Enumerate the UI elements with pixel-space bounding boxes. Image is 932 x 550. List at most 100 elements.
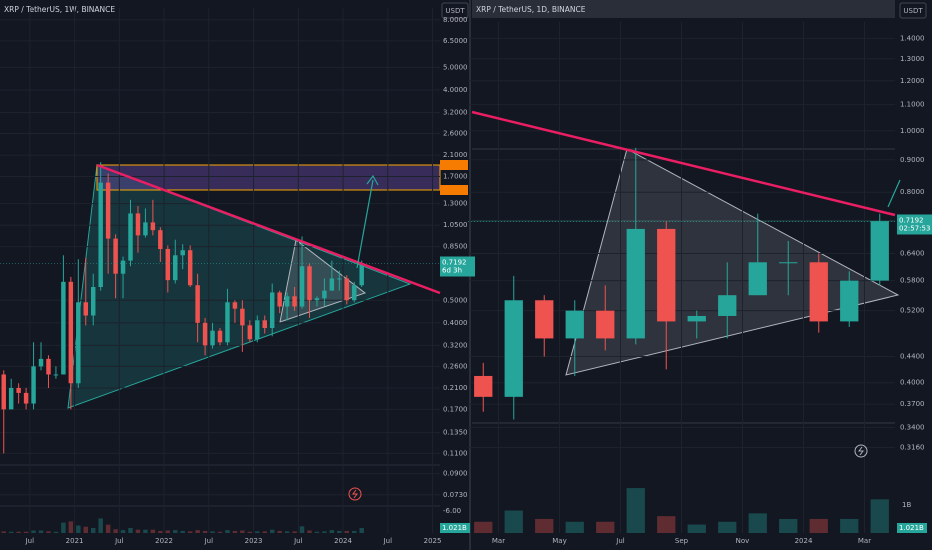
countdown: 6d 3h xyxy=(442,266,462,274)
candle-body xyxy=(240,308,245,326)
symbol-title: XRP / TetherUS, 1W, BINANCE xyxy=(4,5,115,14)
candle-body xyxy=(83,302,88,316)
x-tick-label: Sep xyxy=(675,537,689,545)
currency-button[interactable] xyxy=(441,2,469,19)
x-tick-label: May xyxy=(552,537,566,545)
candle-body xyxy=(180,250,185,256)
y-tick-label: 0.0900 xyxy=(443,470,468,478)
candle-body xyxy=(76,302,81,384)
x-tick-label: 2023 xyxy=(245,537,263,545)
x-tick-label: Nov xyxy=(736,537,750,545)
volume-bar xyxy=(359,528,364,533)
volume-bar xyxy=(870,499,889,533)
triangle xyxy=(565,148,900,376)
candle-body xyxy=(225,302,230,343)
candle-body xyxy=(307,266,312,301)
y-tick-label: 1.0500 xyxy=(443,221,468,229)
candle-body xyxy=(105,182,111,239)
volume-bar xyxy=(61,522,66,533)
y-tick-label: 0.3400 xyxy=(900,423,925,431)
volume-bar xyxy=(247,531,253,533)
event-icon-bolt xyxy=(858,446,864,456)
volume-bar xyxy=(840,518,859,533)
volume-bar xyxy=(307,530,312,533)
y-tick-label: 0.2100 xyxy=(443,384,468,392)
volume-bar xyxy=(322,531,327,533)
candle-body xyxy=(344,278,350,301)
currency-button[interactable] xyxy=(899,2,927,19)
candle-body xyxy=(61,281,66,375)
candle-body xyxy=(31,366,36,404)
candle-body xyxy=(322,290,327,299)
volume-badge-text: 1.021B xyxy=(899,524,924,532)
x-tick-label: 2025 xyxy=(424,537,442,545)
overlay-drawings xyxy=(96,110,901,501)
candle-body xyxy=(352,285,357,301)
x-tick-label: Jul xyxy=(293,537,303,545)
y-tick-label: 1.4000 xyxy=(900,34,925,42)
volume-bar xyxy=(779,518,798,533)
y-tick-label: 0.3160 xyxy=(900,444,925,452)
currency: USDT xyxy=(445,7,465,15)
volume-bar xyxy=(98,518,103,533)
candle-body xyxy=(596,310,615,339)
y-tick-label: 0.3200 xyxy=(443,341,468,349)
volume-bar xyxy=(143,529,148,533)
candle-body xyxy=(46,358,51,375)
y-tick-label: 0.5800 xyxy=(900,277,925,285)
volume-badge xyxy=(897,523,927,533)
last-price: 0.7192 xyxy=(899,216,924,224)
candle-body xyxy=(657,228,676,322)
arrow xyxy=(356,179,374,269)
volume-bar xyxy=(180,530,185,533)
candle-body xyxy=(329,278,335,291)
y-tick-label: 0.8000 xyxy=(900,188,925,196)
y-tick-label: 0.2600 xyxy=(443,362,468,370)
volume-bar xyxy=(314,531,320,533)
event-icon[interactable] xyxy=(348,487,362,501)
candle-body xyxy=(284,296,290,307)
candle-body xyxy=(158,230,163,250)
volume-bar xyxy=(240,530,245,533)
volume-bar xyxy=(474,521,493,533)
volume-bar xyxy=(284,531,290,533)
volume-bar xyxy=(217,531,223,533)
volume-bar xyxy=(718,521,737,533)
volume-bar xyxy=(105,524,111,533)
last-price: 0.7192 xyxy=(442,258,467,266)
volume-bar xyxy=(352,530,357,533)
zone-tag xyxy=(440,160,468,170)
volume-badge-text: 1.021B xyxy=(442,524,467,532)
candle-body xyxy=(870,221,889,281)
candle-body xyxy=(128,213,133,261)
volume-bar xyxy=(128,528,133,533)
candle-body xyxy=(53,374,59,376)
y-tick-label: 0.1700 xyxy=(443,405,468,413)
volume-bar xyxy=(329,530,335,533)
candle-body xyxy=(474,375,493,397)
candle-body xyxy=(269,292,275,329)
x-tick-label: Jul xyxy=(615,537,625,545)
trend-line xyxy=(96,163,441,295)
candle-body xyxy=(337,278,342,280)
x-tick-label: Jul xyxy=(204,537,214,545)
tags: 8.0000 6.5000 5.0000 4.0000 3.2000 2.6000 2.10… xyxy=(25,16,932,545)
candle-body xyxy=(565,310,584,339)
volume-bar xyxy=(90,528,96,533)
candle-body xyxy=(217,330,223,343)
candle-body xyxy=(748,262,767,296)
candle-body xyxy=(210,330,215,346)
y-tick-label: 0.5000 xyxy=(443,296,468,304)
candle-body xyxy=(38,358,44,367)
y-tick-label: 0.4000 xyxy=(900,379,925,387)
y-tick-label: 0.4400 xyxy=(900,353,925,361)
candle-body xyxy=(195,285,200,323)
last-price-tag xyxy=(897,214,932,235)
volume-bar xyxy=(31,530,36,533)
volume-bar xyxy=(76,525,81,533)
x-tick-label: Mar xyxy=(492,537,505,545)
volume-bar xyxy=(269,529,275,533)
volume-bar xyxy=(150,529,156,533)
event-icon[interactable] xyxy=(854,444,868,458)
